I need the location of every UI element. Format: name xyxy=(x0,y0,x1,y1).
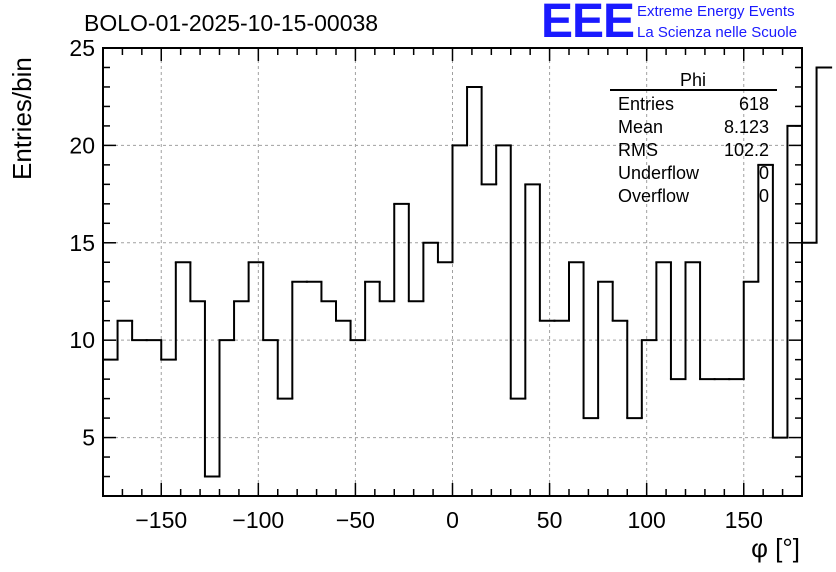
stats-label: Mean xyxy=(618,117,663,137)
stats-value: 0 xyxy=(759,186,769,206)
axis-ticks xyxy=(102,47,803,497)
y-tick-label: 10 xyxy=(69,327,95,353)
stats-label: Underflow xyxy=(618,163,700,183)
logo-line-2: La Scienza nelle Scuole xyxy=(637,24,798,41)
x-tick-label: 50 xyxy=(537,507,563,533)
y-tick-label: 5 xyxy=(82,425,95,451)
x-tick-label: −150 xyxy=(135,507,187,533)
eee-logo: EEE xyxy=(541,0,635,48)
y-tick-label: 20 xyxy=(69,132,95,158)
x-tick-label: 0 xyxy=(446,507,459,533)
y-tick-label: 15 xyxy=(69,230,95,256)
x-tick-label: 100 xyxy=(627,507,665,533)
stats-value: 102.2 xyxy=(724,140,769,160)
stats-label: Entries xyxy=(618,94,674,114)
stats-label: RMS xyxy=(618,140,658,160)
run-title: BOLO-01-2025-10-15-00038 xyxy=(84,10,379,36)
x-tick-label: 150 xyxy=(725,507,763,533)
stats-box: Phi Entries 618 Mean 8.123 RMS 102.2 Underflow… xyxy=(610,70,777,206)
axis-tick-labels: −150 −100 −50 0 50 100 150 5 10 15 20 25 xyxy=(69,35,763,533)
logo-line-1: Extreme Energy Events xyxy=(637,3,795,20)
y-tick-label: 25 xyxy=(69,35,95,61)
x-tick-label: −50 xyxy=(336,507,375,533)
stats-value: 0 xyxy=(759,163,769,183)
grid-lines xyxy=(103,47,802,496)
stats-label: Overflow xyxy=(618,186,690,206)
stats-value: 8.123 xyxy=(724,117,769,137)
stats-value: 618 xyxy=(739,94,769,114)
stats-title: Phi xyxy=(680,70,706,90)
histogram-series xyxy=(102,66,833,496)
x-tick-label: −100 xyxy=(232,507,284,533)
x-axis-label: φ [°] xyxy=(751,533,800,563)
y-axis-label: Entries/bin xyxy=(7,57,37,180)
